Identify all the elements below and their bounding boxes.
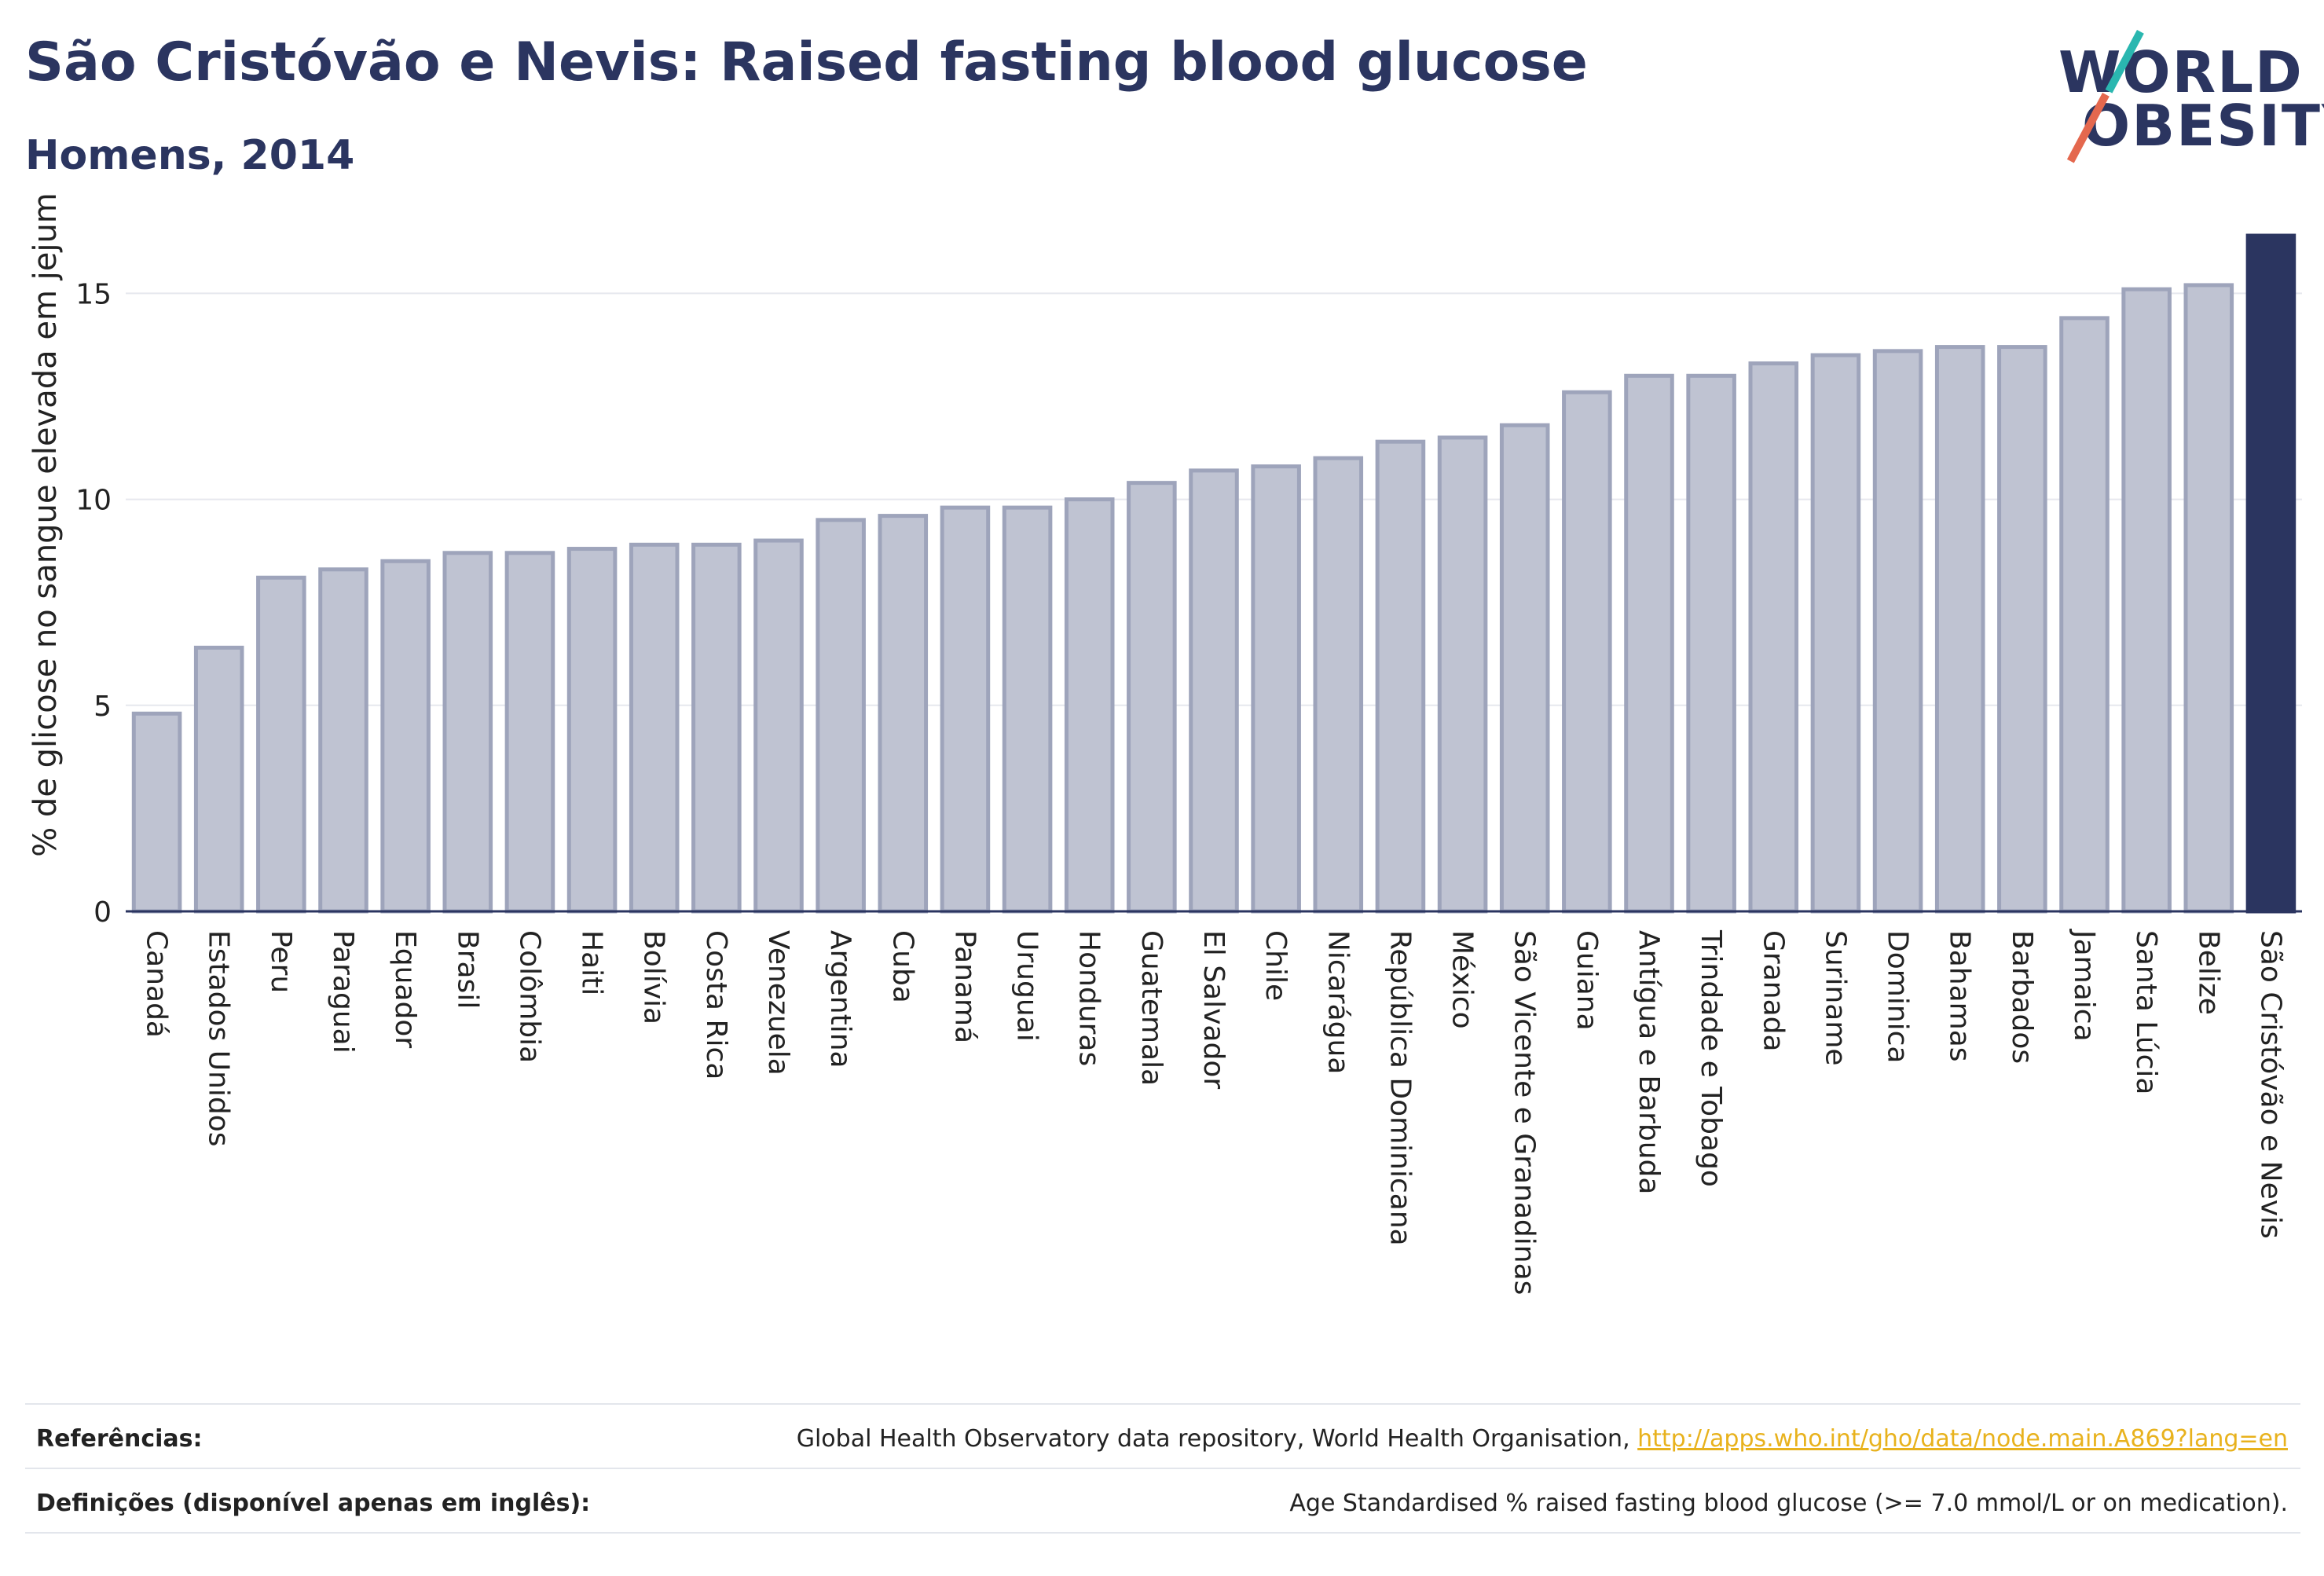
- bar: [193, 645, 244, 914]
- bar: [504, 551, 555, 914]
- bar: [380, 559, 431, 914]
- bar: [1375, 439, 1426, 914]
- x-tick-label: República Dominicana: [1384, 930, 1416, 1246]
- x-tick-label: El Salvador: [1197, 930, 1230, 1089]
- y-tick-label: 5: [93, 691, 112, 723]
- x-tick-label: Peru: [265, 930, 297, 993]
- x-tick-label: Belize: [2192, 930, 2224, 1015]
- bar: [1810, 353, 1861, 914]
- bar: [2183, 283, 2234, 914]
- x-tick-label: Dominica: [1882, 930, 1914, 1064]
- x-tick-label: Guiana: [1571, 930, 1603, 1031]
- footer-divider-middle: [25, 1468, 2300, 1469]
- definitions-value: Age Standardised % raised fasting blood …: [1289, 1490, 2288, 1517]
- bar: [691, 542, 742, 914]
- bar: [442, 551, 493, 914]
- bar: [1562, 390, 1612, 914]
- x-tick-label: Trindade e Tobago: [1695, 929, 1727, 1187]
- bar: [2059, 316, 2110, 914]
- bar: [1997, 345, 2047, 914]
- bar: [1499, 423, 1550, 914]
- x-tick-label: São Vicente e Granadinas: [1508, 930, 1541, 1295]
- x-tick-label: Uruguai: [1011, 930, 1043, 1042]
- bar-chart: 0 5 10 15 Canadá Estados Unidos Peru Paraguai Eq…: [75, 233, 2302, 1295]
- bar: [1251, 464, 1301, 914]
- x-tick-label: Honduras: [1073, 930, 1105, 1066]
- y-tick-label: 15: [75, 278, 112, 310]
- x-tick-label: Colômbia: [513, 930, 545, 1063]
- x-tick-label: São Cristóvão e Nevis: [2254, 930, 2286, 1239]
- x-tick-label: Estados Unidos: [203, 930, 235, 1147]
- bar: [1934, 345, 1985, 914]
- bar: [753, 538, 804, 914]
- x-tick-label: Bahamas: [1944, 930, 1976, 1062]
- chart-title: São Cristóvão e Nevis: Raised fasting bl…: [25, 31, 1588, 93]
- bar: [1189, 468, 1239, 914]
- bar: [1872, 349, 1923, 914]
- logo-text-obesity: OBESITY: [2082, 93, 2324, 159]
- bar: [1748, 361, 1799, 914]
- x-tick-label: Panamá: [948, 930, 981, 1043]
- y-tick-label: 0: [93, 896, 112, 929]
- references-label: Referências:: [36, 1425, 203, 1453]
- x-tick-label: Costa Rica: [700, 930, 732, 1079]
- x-tick-label: Guatemala: [1135, 930, 1167, 1086]
- bar: [940, 505, 991, 914]
- bar: [1127, 481, 1177, 914]
- bar: [1437, 435, 1488, 914]
- bar: [1624, 373, 1674, 914]
- bar: [878, 514, 929, 914]
- x-tick-label: Brasil: [451, 930, 483, 1009]
- x-tick-label: Paraguai: [327, 930, 359, 1054]
- x-tick-label: Bolívia: [638, 930, 670, 1024]
- definitions-label: Definições (disponível apenas em inglês)…: [36, 1490, 591, 1517]
- x-tick-label: Barbados: [2006, 930, 2038, 1064]
- references-link[interactable]: http://apps.who.int/gho/data/node.main.A…: [1637, 1425, 2288, 1453]
- x-tick-label: Equador: [389, 930, 421, 1048]
- x-tick-label: Santa Lúcia: [2130, 930, 2162, 1094]
- bar: [629, 542, 680, 914]
- bar: [131, 711, 182, 914]
- x-tick-label: Argentina: [824, 930, 856, 1068]
- logo-text-world: WORLD: [2058, 39, 2304, 105]
- x-tick-label: Jamaica: [2068, 929, 2100, 1042]
- x-tick-label: Cuba: [886, 930, 918, 1003]
- x-tick-label: Chile: [1259, 930, 1292, 1001]
- bar: [2245, 233, 2297, 914]
- x-tick-label: Nicarágua: [1321, 930, 1354, 1074]
- bar: [1002, 505, 1053, 914]
- x-tick-label: Suriname: [1819, 930, 1851, 1066]
- x-tick-label: Antígua e Barbuda: [1633, 930, 1665, 1194]
- bar: [816, 518, 866, 914]
- references-text: Global Health Observatory data repositor…: [796, 1425, 1638, 1453]
- bar: [256, 575, 306, 914]
- x-tick-label: Haiti: [576, 930, 608, 995]
- bar: [318, 567, 368, 914]
- x-tick-label: Canadá: [141, 930, 173, 1038]
- x-tick-label: Granada: [1757, 930, 1789, 1052]
- chart-subtitle: Homens, 2014: [25, 132, 355, 179]
- bar: [1313, 456, 1364, 914]
- y-tick-label: 10: [75, 485, 112, 517]
- x-tick-label: México: [1446, 930, 1479, 1029]
- references-value: Global Health Observatory data repositor…: [797, 1425, 2288, 1453]
- world-obesity-logo[interactable]: WORLD OBESITY: [2043, 24, 2324, 165]
- footer-divider-bottom: [25, 1532, 2300, 1534]
- footer-divider-top: [25, 1403, 2300, 1405]
- bar: [2121, 287, 2172, 914]
- bar: [566, 547, 618, 914]
- bar: [1686, 373, 1736, 914]
- bar: [1064, 497, 1115, 914]
- x-tick-label: Venezuela: [762, 930, 794, 1076]
